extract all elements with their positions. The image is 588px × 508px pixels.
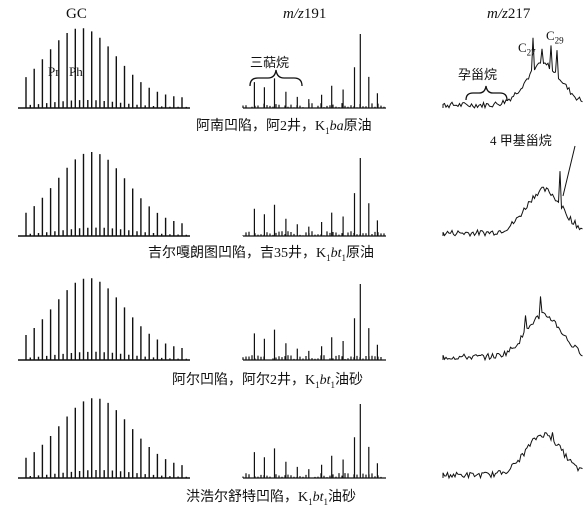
header-mz191: m/z191 [283, 6, 327, 22]
c27-label: C27 [518, 40, 536, 58]
caption-row-1: 阿南凹陷，阿2井，K1ba原油 [196, 119, 372, 136]
pr-label: Pr [48, 64, 60, 79]
methyl-steranes-pointer [562, 145, 576, 197]
mz217-trace-2 [442, 171, 583, 238]
pregnanes-label: 孕甾烷 [458, 67, 498, 82]
mz191-trace-2 [242, 158, 386, 237]
mz191-trace-1 [242, 34, 386, 109]
mz191-trace-3 [242, 284, 386, 361]
header-mz217: m/z217 [487, 6, 531, 22]
header-gc: GC [66, 6, 87, 22]
caption-row-3: 阿尔凹陷，阿尔2井，K1bt1油砂 [172, 373, 364, 390]
pregnanes-brace [465, 85, 508, 101]
mz217-trace-1 [442, 37, 583, 110]
caption-row-2: 吉尔嘎朗图凹陷，吉35井，K1bt1原油 [148, 246, 375, 263]
mz217-trace-4 [442, 431, 583, 480]
mz191-trace-4 [242, 404, 386, 479]
c29-label: C29 [546, 28, 564, 46]
gc-trace-1 [18, 28, 190, 109]
mz217-trace-3 [442, 296, 583, 362]
gc-trace-2 [18, 152, 190, 237]
gc-trace-3 [18, 278, 190, 361]
methyl-steranes-label: 4 甲基甾烷 [490, 133, 552, 148]
terpanes-brace [249, 69, 303, 87]
terpanes-label: 三萜烷 [250, 55, 290, 70]
caption-row-4: 洪浩尔舒特凹陷，K1bt1油砂 [186, 490, 357, 507]
trace-group [18, 28, 583, 480]
gc-trace-4 [18, 398, 190, 479]
